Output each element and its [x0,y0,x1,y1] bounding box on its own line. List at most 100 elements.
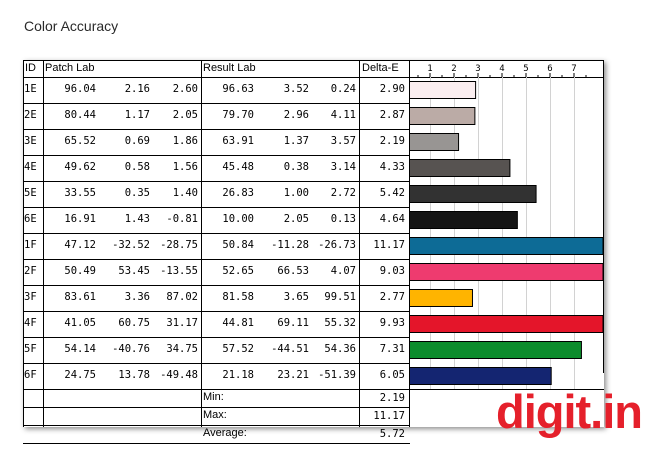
summary-value: 2.19 [379,392,405,404]
patch-lab-value: 1.56 [172,161,198,173]
x-tick-label: 6 [547,64,552,74]
grid-line [23,363,410,364]
bar-3F [409,289,473,307]
grid-line [23,389,604,390]
result-lab-value: 69.11 [277,317,309,329]
grid-line [23,311,410,312]
result-lab-value: 3.57 [330,135,356,147]
patch-lab-value: -0.81 [166,213,198,225]
patch-lab-value: 0.69 [124,135,150,147]
patch-lab-value: -49.48 [160,369,198,381]
bar-2F [409,263,604,281]
digit-watermark-logo: digit.in [496,385,643,438]
result-lab-value: 45.48 [222,161,254,173]
delta-e-value: 2.77 [379,291,405,303]
grid-line [23,233,410,234]
row-id: 4E [24,161,37,173]
bar-6E [409,211,518,229]
delta-e-value: 2.87 [379,109,405,121]
delta-e-value: 2.90 [379,83,405,95]
grid-line [603,60,604,373]
x-tick-label: 7 [571,64,576,74]
result-lab-value: 2.05 [283,213,309,225]
result-lab-value: 79.70 [222,109,254,121]
bar-4F [409,315,604,333]
row-id: 1E [24,83,37,95]
patch-lab-value: 87.02 [166,291,198,303]
bar-4E [409,159,511,177]
result-lab-value: 66.53 [277,265,309,277]
result-lab-value: -11.28 [271,239,309,251]
delta-e-value: 2.19 [379,135,405,147]
grid-line [359,60,360,427]
grid-line [23,425,410,426]
result-lab-value: 21.18 [222,369,254,381]
patch-lab-value: 1.40 [172,187,198,199]
grid-line [23,407,410,408]
bar-5F [409,341,582,359]
patch-lab-value: 24.75 [64,369,96,381]
x-tick-label: 2 [451,64,456,74]
row-id: 6E [24,213,37,225]
row-id: 3E [24,135,37,147]
grid-line [23,285,410,286]
patch-lab-value: 2.16 [124,83,150,95]
grid-line [23,129,410,130]
result-lab-value: 81.58 [222,291,254,303]
result-lab-value: 3.52 [283,83,309,95]
result-lab-value: 10.00 [222,213,254,225]
delta-e-value: 5.42 [379,187,405,199]
header-delta-e: Delta-E [362,62,399,74]
result-lab-value: 63.91 [222,135,254,147]
result-lab-value: 0.13 [330,213,356,225]
patch-lab-value: 54.14 [64,343,96,355]
delta-e-value: 11.17 [373,239,405,251]
grid-line [201,60,202,427]
patch-lab-value: 33.55 [64,187,96,199]
grid-line [23,443,410,444]
x-tick-label: 5 [523,64,528,74]
result-lab-value: 50.84 [222,239,254,251]
patch-lab-value: 53.45 [118,265,150,277]
result-lab-value: 44.81 [222,317,254,329]
result-lab-value: 4.11 [330,109,356,121]
patch-lab-value: 1.86 [172,135,198,147]
result-lab-value: 26.83 [222,187,254,199]
bar-3E [409,133,460,151]
patch-lab-value: 3.36 [124,291,150,303]
summary-label: Min: [203,391,224,403]
result-lab-value: 57.52 [222,343,254,355]
color-accuracy-report: ID Patch Lab Result Lab Delta-E 1E 96.04 2.16 2… [23,60,604,444]
row-id: 3F [24,291,37,303]
result-lab-value: 1.00 [283,187,309,199]
result-lab-value: 3.14 [330,161,356,173]
result-lab-value: 2.72 [330,187,356,199]
patch-lab-value: 16.91 [64,213,96,225]
bar-6F [409,367,552,385]
patch-lab-value: 49.62 [64,161,96,173]
result-lab-value: 4.07 [330,265,356,277]
delta-e-value: 9.93 [379,317,405,329]
x-tick-label: 1 [427,64,432,74]
bar-1F [409,237,604,255]
page-title: Color Accuracy [24,18,119,34]
patch-lab-value: -28.75 [160,239,198,251]
result-lab-value: -51.39 [318,369,356,381]
patch-lab-value: 96.04 [64,83,96,95]
patch-lab-value: 13.78 [118,369,150,381]
grid-line [23,77,604,78]
result-lab-value: 55.32 [324,317,356,329]
delta-e-bar-chart: 1 2 3 4 5 6 7 [409,64,604,389]
patch-lab-value: 2.05 [172,109,198,121]
patch-lab-value: 50.49 [64,265,96,277]
bar-5E [409,185,537,203]
row-id: 4F [24,317,37,329]
row-id: 2F [24,265,37,277]
patch-lab-value: 1.17 [124,109,150,121]
bar-1E [409,81,477,99]
x-tick-label: 4 [499,64,504,74]
header-patch-lab: Patch Lab [45,62,95,74]
patch-lab-value: -32.52 [112,239,150,251]
result-lab-value: -26.73 [318,239,356,251]
patch-lab-value: 0.35 [124,187,150,199]
